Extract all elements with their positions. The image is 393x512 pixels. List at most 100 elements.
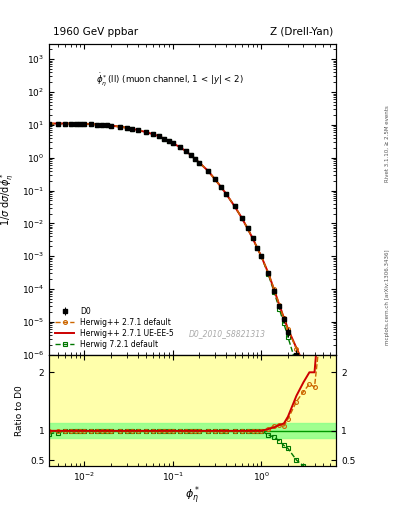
Herwig 7.2.1 default: [307, 399, 312, 406]
Y-axis label: Ratio to D0: Ratio to D0: [15, 385, 24, 436]
Herwig++ 2.7.1 UE-EE-5: [206, 168, 210, 174]
Herwig 7.2.1 default: [95, 121, 99, 127]
Herwig 7.2.1 default: [272, 289, 277, 295]
Herwig++ 2.7.1 UE-EE-5: [105, 122, 109, 128]
Line: Herwig 7.2.1 default: Herwig 7.2.1 default: [47, 121, 325, 450]
Herwig 7.2.1 default: [224, 190, 228, 197]
Herwig 7.2.1 default: [255, 245, 259, 251]
Herwig++ 2.7.1 default: [47, 120, 51, 126]
Herwig++ 2.7.1 default: [177, 144, 182, 150]
Herwig++ 2.7.1 default: [73, 120, 78, 126]
Herwig 7.2.1 default: [232, 203, 237, 209]
Herwig++ 2.7.1 default: [301, 361, 306, 368]
Herwig++ 2.7.1 default: [144, 129, 149, 135]
Herwig 7.2.1 default: [239, 215, 244, 221]
Herwig 7.2.1 default: [277, 306, 282, 312]
Herwig++ 2.7.1 default: [166, 138, 171, 144]
Herwig++ 2.7.1 default: [312, 390, 317, 396]
Text: 1960 GeV ppbar: 1960 GeV ppbar: [53, 27, 138, 37]
Herwig++ 2.7.1 UE-EE-5: [108, 122, 113, 129]
Herwig++ 2.7.1 UE-EE-5: [193, 156, 198, 162]
Herwig++ 2.7.1 UE-EE-5: [272, 287, 277, 293]
Legend: D0, Herwig++ 2.7.1 default, Herwig++ 2.7.1 UE-EE-5, Herwig 7.2.1 default: D0, Herwig++ 2.7.1 default, Herwig++ 2.7…: [53, 305, 176, 351]
Herwig 7.2.1 default: [89, 121, 94, 127]
Herwig++ 2.7.1 default: [197, 160, 202, 166]
Herwig++ 2.7.1 UE-EE-5: [78, 120, 83, 126]
Herwig 7.2.1 default: [177, 144, 182, 150]
Text: $\dot{\phi}^*_\eta$(ll) (muon channel, 1 < |$y$| < 2): $\dot{\phi}^*_\eta$(ll) (muon channel, 1…: [95, 72, 244, 89]
Herwig 7.2.1 default: [82, 121, 87, 127]
Herwig++ 2.7.1 UE-EE-5: [197, 160, 202, 166]
Herwig++ 2.7.1 UE-EE-5: [151, 131, 156, 137]
Herwig++ 2.7.1 default: [55, 120, 60, 126]
Herwig 7.2.1 default: [312, 417, 317, 423]
Text: Z (Drell-Yan): Z (Drell-Yan): [270, 27, 333, 37]
Herwig++ 2.7.1 UE-EE-5: [307, 375, 312, 381]
Herwig 7.2.1 default: [151, 131, 156, 137]
Herwig++ 2.7.1 default: [239, 215, 244, 221]
Herwig++ 2.7.1 UE-EE-5: [95, 121, 99, 127]
Herwig++ 2.7.1 UE-EE-5: [239, 215, 244, 221]
Herwig++ 2.7.1 UE-EE-5: [184, 148, 188, 154]
Herwig++ 2.7.1 UE-EE-5: [124, 124, 129, 131]
Herwig++ 2.7.1 UE-EE-5: [189, 152, 193, 158]
Herwig++ 2.7.1 default: [250, 236, 255, 242]
Herwig++ 2.7.1 default: [89, 121, 94, 127]
Herwig++ 2.7.1 default: [193, 156, 198, 162]
Herwig++ 2.7.1 default: [255, 245, 259, 251]
Herwig++ 2.7.1 UE-EE-5: [100, 122, 105, 128]
Herwig++ 2.7.1 UE-EE-5: [277, 302, 282, 308]
Herwig 7.2.1 default: [105, 122, 109, 128]
Herwig++ 2.7.1 default: [130, 126, 135, 132]
Herwig++ 2.7.1 default: [307, 376, 312, 382]
Herwig 7.2.1 default: [281, 321, 286, 327]
Herwig++ 2.7.1 UE-EE-5: [286, 326, 290, 332]
Herwig++ 2.7.1 UE-EE-5: [250, 236, 255, 242]
Herwig++ 2.7.1 default: [213, 176, 217, 182]
Herwig++ 2.7.1 UE-EE-5: [224, 190, 228, 197]
Herwig++ 2.7.1 default: [95, 121, 99, 127]
Herwig++ 2.7.1 default: [232, 203, 237, 209]
Herwig++ 2.7.1 UE-EE-5: [312, 388, 317, 394]
Herwig++ 2.7.1 UE-EE-5: [213, 176, 217, 182]
Herwig 7.2.1 default: [197, 160, 202, 166]
Herwig++ 2.7.1 default: [124, 124, 129, 131]
Herwig 7.2.1 default: [144, 129, 149, 135]
Y-axis label: $1/\sigma\;\mathrm{d}\sigma/\mathrm{d}\phi^*_\eta$: $1/\sigma\;\mathrm{d}\sigma/\mathrm{d}\p…: [0, 172, 16, 226]
Herwig++ 2.7.1 UE-EE-5: [144, 129, 149, 135]
Line: Herwig++ 2.7.1 default: Herwig++ 2.7.1 default: [47, 121, 325, 409]
Herwig++ 2.7.1 UE-EE-5: [255, 245, 259, 251]
Herwig++ 2.7.1 default: [266, 270, 271, 276]
Herwig 7.2.1 default: [157, 133, 162, 139]
Herwig++ 2.7.1 UE-EE-5: [82, 121, 87, 127]
Herwig 7.2.1 default: [184, 148, 188, 154]
Text: D0_2010_S8821313: D0_2010_S8821313: [189, 329, 266, 338]
Herwig++ 2.7.1 default: [68, 120, 73, 126]
Herwig++ 2.7.1 UE-EE-5: [55, 120, 60, 126]
Text: Rivet 3.1.10, ≥ 2.5M events: Rivet 3.1.10, ≥ 2.5M events: [385, 105, 390, 182]
Herwig 7.2.1 default: [171, 140, 175, 146]
Herwig++ 2.7.1 default: [157, 133, 162, 139]
Herwig++ 2.7.1 UE-EE-5: [73, 120, 78, 126]
Herwig++ 2.7.1 UE-EE-5: [301, 360, 306, 367]
Herwig 7.2.1 default: [193, 156, 198, 162]
Herwig 7.2.1 default: [100, 122, 105, 128]
Herwig++ 2.7.1 UE-EE-5: [157, 133, 162, 139]
Herwig++ 2.7.1 UE-EE-5: [117, 123, 122, 130]
Herwig++ 2.7.1 UE-EE-5: [232, 203, 237, 209]
Herwig++ 2.7.1 default: [245, 225, 250, 231]
Herwig 7.2.1 default: [78, 120, 83, 126]
Herwig++ 2.7.1 default: [78, 120, 83, 126]
Herwig++ 2.7.1 default: [219, 184, 223, 190]
Herwig 7.2.1 default: [135, 127, 140, 133]
Herwig 7.2.1 default: [117, 123, 122, 130]
Herwig 7.2.1 default: [219, 184, 223, 190]
Herwig 7.2.1 default: [213, 176, 217, 182]
Herwig++ 2.7.1 UE-EE-5: [266, 270, 271, 276]
Herwig 7.2.1 default: [162, 136, 167, 142]
Herwig++ 2.7.1 UE-EE-5: [171, 140, 175, 146]
Herwig++ 2.7.1 default: [62, 120, 67, 126]
Herwig 7.2.1 default: [68, 120, 73, 126]
Herwig 7.2.1 default: [321, 444, 325, 451]
Herwig 7.2.1 default: [166, 138, 171, 144]
